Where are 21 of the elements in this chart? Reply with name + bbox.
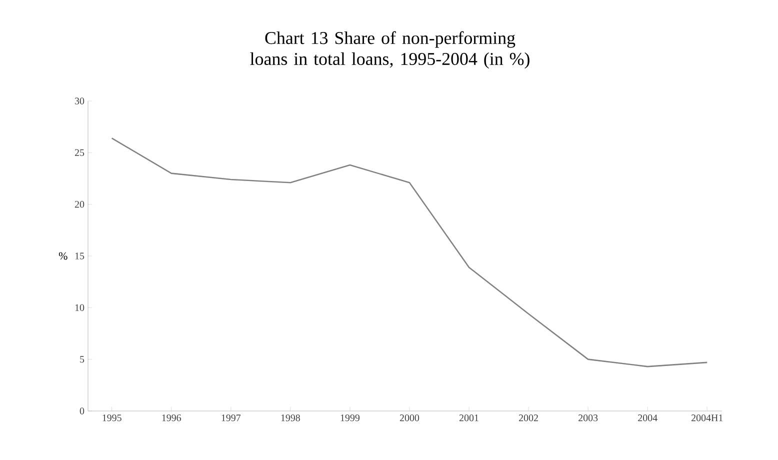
y-axis-title: %: [58, 252, 68, 260]
x-tick-label: 2000: [400, 414, 420, 422]
y-tick-label: 20: [74, 200, 84, 208]
x-tick-label: 2004: [638, 414, 658, 422]
x-tick-label: 2002: [519, 414, 538, 422]
x-tick-label: 1999: [340, 414, 360, 422]
y-tick-label: 5: [80, 356, 84, 363]
x-tick-label: 1995: [102, 414, 122, 422]
y-tick-label: 0: [80, 408, 84, 414]
y-tick-label: 15: [75, 252, 84, 260]
y-tick-label: 30: [75, 98, 84, 104]
chart-title: Chart 13 Share of non-performing loans in total loans, 1995-2004 (in %): [250, 31, 530, 69]
y-tick-label: 25: [74, 149, 84, 156]
x-tick-label: 2003: [578, 414, 598, 422]
x-tick-label: 2004H1: [692, 414, 723, 422]
x-tick-label: 1996: [162, 414, 182, 422]
x-tick-label: 1998: [281, 414, 300, 422]
x-tick-label: 1997: [222, 414, 241, 422]
line-series: [111, 138, 708, 368]
x-tick-label: 2001: [459, 414, 478, 422]
y-tick-label: 10: [75, 304, 84, 312]
